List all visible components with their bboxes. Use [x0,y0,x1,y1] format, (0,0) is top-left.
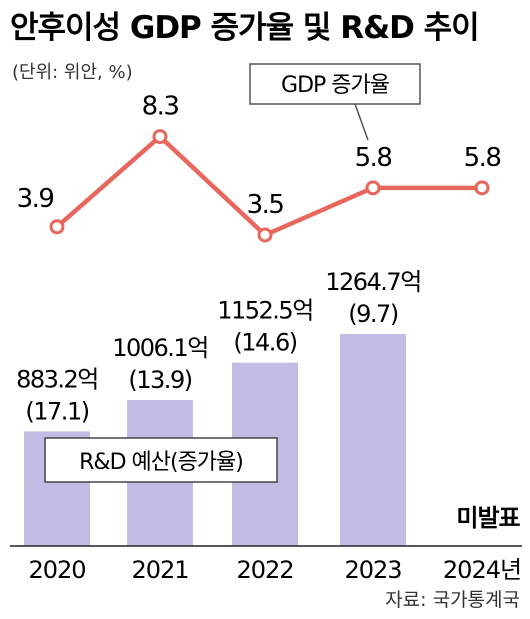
line-legend-pointer [354,103,369,141]
line-legend-label: GDP 증가율 [281,73,390,98]
source-note: 자료: 국가통계국 [385,589,520,611]
chart-title: 안후이성 GDP 증가율 및 R&D 추이 [10,10,479,46]
x-tick-label: 2024년 [443,556,521,584]
x-tick-label: 2021 [131,556,188,584]
gdp-data-label: 5.8 [464,143,501,173]
rd-bar-layer: 883.2억 (17.1) 1006.1억 (13.9) 1152.5억 (14.6) 12… [16,268,522,546]
rd-value-label: 1006.1억 [112,334,208,362]
gdp-point [474,180,490,196]
line-legend-box [249,63,421,105]
bar-legend: R&D 예산(증가율) [44,437,278,483]
gdp-point [152,129,168,145]
x-tick-label: 2023 [344,556,401,584]
gdp-data-label: 3.5 [247,190,284,220]
bar-legend-box [44,437,278,483]
rd-growth-label: (17.1) [25,397,88,425]
rd-bar [340,334,406,546]
bar-legend-label: R&D 예산(증가율) [79,450,243,475]
gdp-line-path [55,134,482,238]
gdp-data-label: 5.8 [355,143,392,173]
gdp-data-label: 3.9 [17,184,54,214]
rd-value-label: 1152.5억 [217,297,313,325]
x-tick-label: 2020 [28,556,85,584]
gdp-point [49,219,65,235]
line-legend: GDP 증가율 [249,63,421,141]
gdp-point [365,180,381,196]
rd-value-label: 1264.7억 [325,268,421,296]
rd-value-label: 883.2억 [16,365,98,393]
unit-note: (단위: 위안, %) [12,62,133,83]
gdp-data-label: 8.3 [142,92,179,122]
gdp-line-layer: 3.9 8.3 3.5 5.8 5.8 [17,92,502,243]
bar-not-announced-label: 미발표 [456,504,520,532]
gdp-point [257,227,273,243]
rd-growth-label: (9.7) [348,300,398,328]
x-tick-layer: 2020 2021 2022 2023 2024년 [28,556,522,584]
rd-growth-label: (14.6) [233,329,296,357]
rd-growth-label: (13.9) [128,366,191,394]
x-tick-label: 2022 [236,556,293,584]
